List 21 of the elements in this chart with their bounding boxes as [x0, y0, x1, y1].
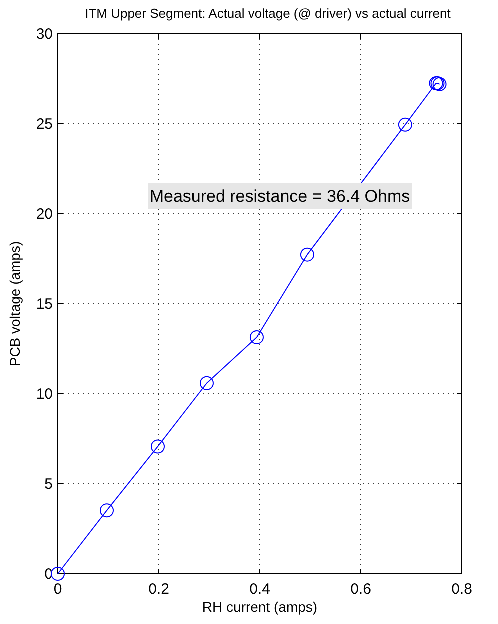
- y-tick-label: 30: [36, 26, 53, 43]
- point: [51, 567, 65, 581]
- y-tick-label: 15: [36, 296, 53, 313]
- point: [250, 330, 264, 344]
- y-tick-label: 20: [36, 206, 53, 223]
- x-tick-label: 0.2: [148, 581, 170, 598]
- x-axis-title: RH current (amps): [202, 599, 318, 615]
- point: [100, 504, 114, 518]
- x-tick-label: 0.8: [452, 581, 472, 598]
- annotation: Measured resistance = 36.4 Ohms: [150, 187, 410, 206]
- point: [398, 118, 412, 132]
- y-tick-label: 25: [36, 116, 53, 133]
- y-axis-title: PCB voltage (amps): [7, 241, 23, 367]
- x-tick-label: 0.6: [350, 581, 372, 598]
- y-tick-label: 10: [36, 386, 53, 403]
- point: [300, 248, 314, 262]
- point: [150, 440, 165, 454]
- y-tick-label: 5: [44, 476, 53, 493]
- x-tick-label: 0.4: [250, 581, 270, 598]
- point: [200, 376, 214, 390]
- chart-title: ITM Upper Segment: Actual voltage (@ driver) vs actual current: [85, 6, 452, 21]
